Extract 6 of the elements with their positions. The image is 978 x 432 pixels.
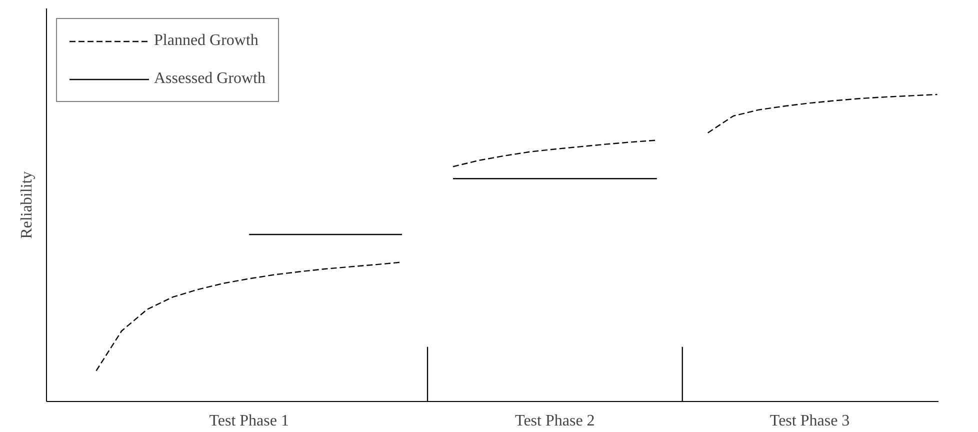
legend-label: Assessed Growth (154, 70, 266, 88)
x-tick-label: Test Phase 3 (770, 412, 850, 430)
y-axis-title: Reliability (18, 171, 36, 239)
x-tick-label: Test Phase 2 (515, 412, 595, 430)
x-tick-label: Test Phase 1 (209, 412, 289, 430)
legend-label: Planned Growth (154, 32, 258, 50)
